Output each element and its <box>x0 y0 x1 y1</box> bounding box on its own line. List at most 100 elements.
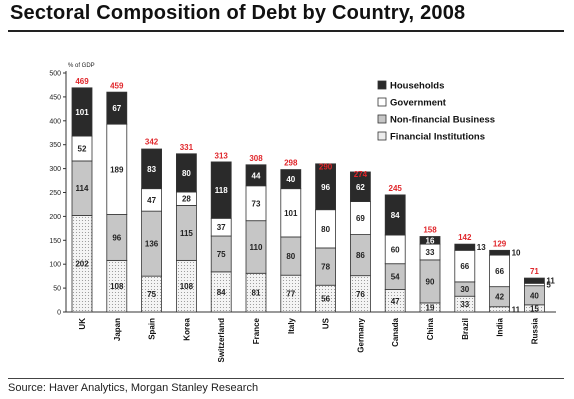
x-tick-label: UK <box>78 318 87 330</box>
total-label: 469 <box>75 77 89 86</box>
legend-swatch <box>377 114 387 124</box>
bar-segment-households <box>454 243 476 251</box>
legend-label: Households <box>390 81 444 92</box>
total-label: 342 <box>145 138 159 147</box>
data-label-non_financial: 30 <box>460 285 469 294</box>
data-label-financial: 84 <box>217 288 226 297</box>
y-tick-label: 150 <box>49 238 61 245</box>
data-label-government: 37 <box>217 223 226 232</box>
bar-segment-households <box>315 163 337 211</box>
total-label: 71 <box>530 267 539 276</box>
data-label-financial: 108 <box>180 282 194 291</box>
x-tick-label: Spain <box>148 318 157 340</box>
data-label-financial: 33 <box>460 300 469 309</box>
bar-segment-financial <box>489 306 511 313</box>
data-label-financial: 75 <box>147 290 156 299</box>
legend-swatch <box>377 97 387 107</box>
bar-segment-households <box>280 169 302 190</box>
data-label-non_financial: 115 <box>180 229 193 238</box>
data-label-financial: 11 <box>512 305 521 314</box>
data-label-households: 13 <box>477 243 486 252</box>
x-tick-label: China <box>426 317 435 340</box>
data-label-financial: 15 <box>530 304 539 313</box>
x-tick-label: India <box>496 317 505 336</box>
data-label-government: 101 <box>284 209 298 218</box>
bar-segment-households <box>141 148 163 190</box>
data-label-households: 16 <box>426 236 435 245</box>
data-label-non_financial: 42 <box>495 293 504 302</box>
data-label-non_financial: 90 <box>426 277 435 286</box>
total-label: 142 <box>458 233 472 242</box>
data-label-non_financial: 40 <box>530 291 539 300</box>
data-label-government: 52 <box>78 145 87 154</box>
data-label-households: 101 <box>75 108 89 117</box>
data-label-government: 60 <box>391 245 400 254</box>
data-label-financial: 19 <box>426 303 435 312</box>
total-label: 290 <box>319 162 333 171</box>
data-label-non_financial: 110 <box>250 243 263 252</box>
data-label-government: 73 <box>252 199 261 208</box>
data-label-households: 40 <box>286 175 295 184</box>
data-label-non_financial: 78 <box>321 263 330 272</box>
legend-label: Non-financial Business <box>390 115 495 126</box>
bar-segment-households <box>106 91 128 125</box>
x-tick-label: Russia <box>530 317 539 344</box>
x-tick-label: Switzerland <box>217 318 226 363</box>
data-label-financial: 81 <box>252 289 261 298</box>
x-tick-label: Germany <box>356 317 365 352</box>
data-label-non_financial: 54 <box>391 273 400 282</box>
chart-title: Sectoral Composition of Debt by Country,… <box>10 2 466 24</box>
x-tick-label: Korea <box>182 317 191 340</box>
total-label: 274 <box>354 170 368 179</box>
data-label-non_financial: 75 <box>217 250 226 259</box>
x-tick-label: Canada <box>391 317 400 346</box>
data-label-financial: 47 <box>391 297 400 306</box>
data-label-government: 69 <box>356 214 365 223</box>
data-label-government: 189 <box>110 165 124 174</box>
data-label-households: 96 <box>321 183 330 192</box>
y-tick-label: 400 <box>49 118 61 125</box>
bar-segment-households <box>489 249 511 256</box>
data-label-financial: 108 <box>110 282 124 291</box>
legend-swatch <box>377 131 387 141</box>
data-label-households: 118 <box>215 186 228 195</box>
data-label-households: 10 <box>512 249 521 258</box>
data-label-financial: 77 <box>286 290 295 299</box>
total-label: 245 <box>389 184 403 193</box>
x-tick-label: Brazil <box>461 318 470 340</box>
bars: 202 114 52 101 469 UK 108 96 189 67 459 Japan 75 136 4… <box>71 77 555 363</box>
data-label-financial: 56 <box>321 295 330 304</box>
bar-segment-households <box>419 236 441 245</box>
x-tick-label: Japan <box>113 318 122 341</box>
data-label-households: 83 <box>147 165 156 174</box>
bar-segment-households <box>524 277 545 284</box>
data-label-government: 5 <box>546 281 551 290</box>
legend: Households Government Non-financial Busine… <box>377 80 495 143</box>
legend-label: Financial Institutions <box>390 132 485 143</box>
data-label-households: 62 <box>356 183 365 192</box>
x-tick-label: Italy <box>287 317 296 334</box>
y-tick-label: 100 <box>49 262 61 269</box>
bar-segment-households <box>175 153 197 193</box>
data-label-government: 66 <box>495 267 504 276</box>
data-label-non_financial: 80 <box>286 252 295 261</box>
x-tick-label: France <box>252 317 261 344</box>
data-label-households: 67 <box>112 104 121 113</box>
legend-swatch <box>377 80 387 90</box>
total-label: 298 <box>284 159 298 168</box>
y-tick-label: 350 <box>49 142 61 149</box>
bar-segment-households <box>210 161 232 219</box>
total-label: 313 <box>215 151 229 160</box>
bar-segment-households <box>71 87 93 137</box>
source-rule <box>8 378 564 379</box>
source-note: Source: Haver Analytics, Morgan Stanley … <box>8 382 259 394</box>
data-label-non_financial: 96 <box>112 233 121 242</box>
legend-label: Government <box>390 98 447 109</box>
data-label-financial: 76 <box>356 290 365 299</box>
data-label-government: 80 <box>321 225 330 234</box>
data-label-households: 11 <box>546 277 555 286</box>
bar-segment-households <box>384 194 406 236</box>
y-tick-label: 200 <box>49 214 61 221</box>
x-tick-label: US <box>322 317 331 329</box>
y-tick-label: 250 <box>49 190 61 197</box>
